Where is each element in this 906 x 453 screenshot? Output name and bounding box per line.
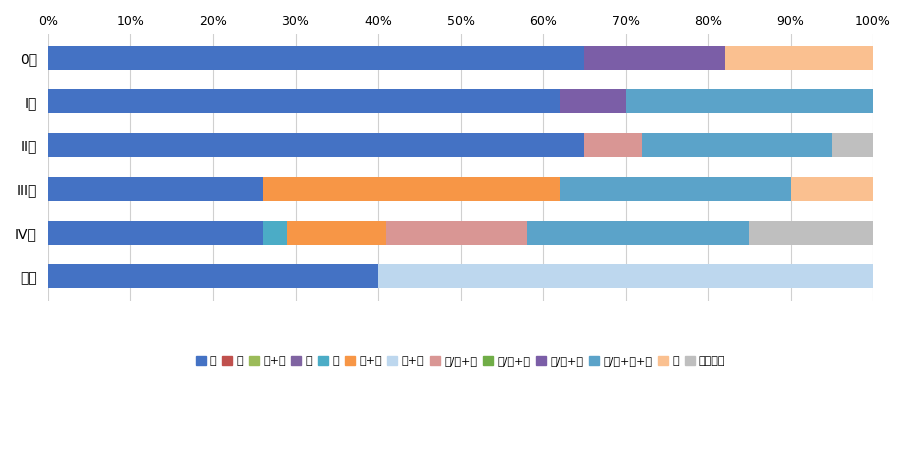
Legend: 手, 内, 手+内, 放, 薬, 放+薬, 薬+他, 手/内+放, 手/内+薬, 手/内+他, 手/内+放+薬, 他, 治療なし: 手, 内, 手+内, 放, 薬, 放+薬, 薬+他, 手/内+放, 手/内+薬,… — [192, 353, 728, 370]
Bar — [560, 177, 791, 201]
Bar — [625, 89, 873, 114]
Bar — [584, 133, 642, 157]
Bar — [378, 265, 873, 289]
Bar — [386, 221, 526, 245]
Bar — [791, 177, 873, 201]
Bar — [287, 221, 386, 245]
Bar — [48, 221, 263, 245]
Bar — [263, 221, 287, 245]
Bar — [263, 177, 560, 201]
Bar — [526, 221, 749, 245]
Bar — [48, 46, 584, 70]
Bar — [832, 133, 873, 157]
Bar — [725, 46, 873, 70]
Bar — [642, 133, 832, 157]
Bar — [48, 133, 584, 157]
Bar — [48, 177, 263, 201]
Bar — [48, 89, 560, 114]
Bar — [48, 265, 378, 289]
Bar — [584, 46, 725, 70]
Bar — [749, 221, 873, 245]
Bar — [560, 89, 625, 114]
